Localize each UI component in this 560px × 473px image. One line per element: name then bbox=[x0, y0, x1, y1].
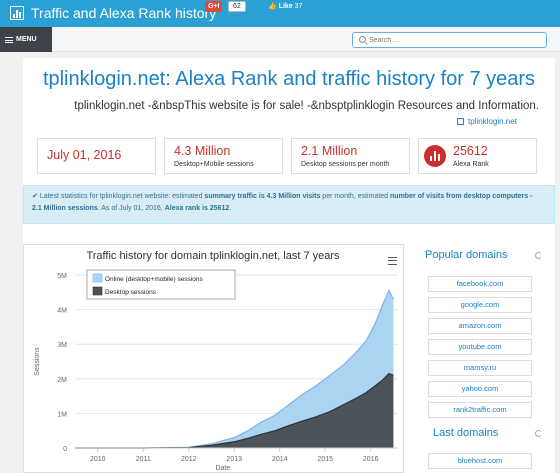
alert-desktop-visits: number of visits from desktop computers … bbox=[32, 193, 533, 212]
search-icon bbox=[359, 36, 366, 43]
top-bar: Traffic and Alexa Rank history G+I 62 👍 … bbox=[0, 0, 560, 27]
search-input[interactable] bbox=[369, 34, 539, 46]
site-link[interactable]: tplinklogin.net bbox=[457, 117, 517, 126]
stat-alexa-rank-label: Alexa Rank bbox=[453, 161, 489, 168]
stat-alexa-rank: 25612 Alexa Rank bbox=[418, 138, 537, 174]
page-title: tplinklogin.net: Alexa Rank and traffic … bbox=[42, 68, 536, 90]
stat-desktop-sessions-label: Desktop sessions per month bbox=[301, 161, 390, 168]
chart-legend-swatch bbox=[92, 286, 103, 296]
facebook-like-count: 37 bbox=[294, 3, 303, 10]
search-box[interactable] bbox=[352, 32, 547, 48]
chart-y-tick-label: 3M bbox=[57, 342, 67, 349]
chart-x-tick-label: 2010 bbox=[90, 456, 106, 463]
refresh-icon[interactable] bbox=[535, 430, 542, 437]
traffic-chart: Traffic history for domain tplinklogin.n… bbox=[23, 244, 404, 473]
hamburger-icon bbox=[5, 37, 13, 43]
stat-desktop-sessions-value: 2.1 Million bbox=[301, 144, 358, 158]
stat-date: July 01, 2016 bbox=[37, 138, 156, 174]
google-plus-button[interactable]: G+I bbox=[205, 1, 223, 12]
site-description: tplinklogin.net -&nbspThis website is fo… bbox=[74, 100, 539, 112]
thumbs-up-icon: 👍 bbox=[268, 3, 277, 10]
chart-legend-label: Desktop sessions bbox=[105, 289, 157, 296]
chart-legend-label: Online (desktop+mobile) sessions bbox=[105, 276, 203, 283]
facebook-like-label: Like bbox=[278, 3, 293, 10]
stat-total-sessions: 4.3 Million Desktop+Mobile sessions bbox=[164, 138, 283, 174]
popular-domain-link[interactable]: mamsy.ru bbox=[428, 360, 532, 376]
stats-alert: ✔ Latest statistics for tplinklogin.net … bbox=[23, 185, 555, 224]
alert-text: Latest statistics for tplinklogin.net we… bbox=[39, 193, 205, 200]
chart-y-tick-label: 5M bbox=[57, 273, 67, 280]
chart-title: Traffic history for domain tplinklogin.n… bbox=[86, 250, 340, 262]
chart-y-tick-label: 0 bbox=[63, 446, 67, 453]
stat-total-sessions-value: 4.3 Million bbox=[174, 144, 231, 158]
stat-date-value: July 01, 2016 bbox=[47, 148, 122, 162]
refresh-icon[interactable] bbox=[535, 252, 542, 259]
main-content: tplinklogin.net: Alexa Rank and traffic … bbox=[23, 58, 555, 473]
popular-domain-link[interactable]: amazon.com bbox=[428, 318, 532, 334]
alert-text: . bbox=[229, 205, 232, 212]
chart-x-tick-label: 2015 bbox=[317, 456, 333, 463]
chart-y-tick-label: 2M bbox=[57, 377, 67, 384]
chart-x-tick-label: 2012 bbox=[181, 456, 197, 463]
chart-y-axis-label: Sessions bbox=[34, 347, 41, 376]
popular-domains-header: Popular domains bbox=[425, 249, 542, 265]
chart-legend-swatch bbox=[92, 273, 103, 283]
chart-y-tick-label: 4M bbox=[57, 308, 67, 315]
check-icon: ✔ bbox=[32, 193, 38, 200]
chart-x-axis-label: Date bbox=[215, 465, 230, 472]
last-domains-title: Last domains bbox=[433, 427, 499, 439]
alert-summary-traffic: summary traffic is 4.3 Million visits bbox=[204, 193, 321, 200]
stat-desktop-sessions: 2.1 Million Desktop sessions per month bbox=[291, 138, 410, 174]
popular-domain-link[interactable]: yahoo.com bbox=[428, 381, 532, 397]
menu-button[interactable]: MENU bbox=[0, 27, 52, 52]
alert-text: per month, estimated bbox=[320, 193, 391, 200]
popular-domains-title: Popular domains bbox=[425, 249, 508, 261]
alert-rank: Alexa rank is 25612 bbox=[164, 205, 230, 212]
chart-x-tick-label: 2013 bbox=[226, 456, 242, 463]
last-domains-header: Last domains bbox=[425, 427, 542, 443]
stat-total-sessions-label: Desktop+Mobile sessions bbox=[174, 161, 254, 168]
chart-area-series bbox=[75, 373, 394, 448]
alert-text: . As of July 01, 2016, bbox=[97, 205, 165, 212]
popular-domain-link[interactable]: rank2traffic.com bbox=[428, 402, 532, 418]
chart-x-tick-label: 2016 bbox=[363, 456, 379, 463]
rank-chart-icon bbox=[424, 145, 446, 167]
stat-alexa-rank-value: 25612 bbox=[453, 144, 488, 158]
chart-series-line bbox=[75, 372, 394, 449]
google-plus-count: 62 bbox=[228, 1, 246, 12]
last-domain-link[interactable]: bluehost.com bbox=[428, 453, 532, 469]
facebook-like-button[interactable]: 👍 Like 37 bbox=[268, 2, 302, 11]
chart-menu-icon[interactable] bbox=[388, 257, 397, 265]
popular-domain-link[interactable]: youtube.com bbox=[428, 339, 532, 355]
site-title[interactable]: Traffic and Alexa Rank history bbox=[31, 5, 217, 21]
menu-bar: MENU bbox=[0, 27, 560, 52]
popular-domain-link[interactable]: google.com bbox=[428, 297, 532, 313]
external-link-icon bbox=[457, 118, 464, 125]
site-link-label: tplinklogin.net bbox=[468, 117, 517, 126]
chart-area-series bbox=[75, 290, 394, 448]
traffic-chart-svg: Traffic history for domain tplinklogin.n… bbox=[34, 250, 398, 472]
bar-chart-icon bbox=[10, 6, 24, 20]
chart-x-tick-label: 2014 bbox=[272, 456, 288, 463]
chart-series-line bbox=[75, 289, 394, 449]
menu-label: MENU bbox=[16, 36, 37, 43]
popular-domain-link[interactable]: facebook.com bbox=[428, 276, 532, 292]
chart-y-tick-label: 1M bbox=[57, 411, 67, 418]
chart-legend bbox=[86, 269, 236, 300]
chart-x-tick-label: 2011 bbox=[136, 456, 151, 463]
